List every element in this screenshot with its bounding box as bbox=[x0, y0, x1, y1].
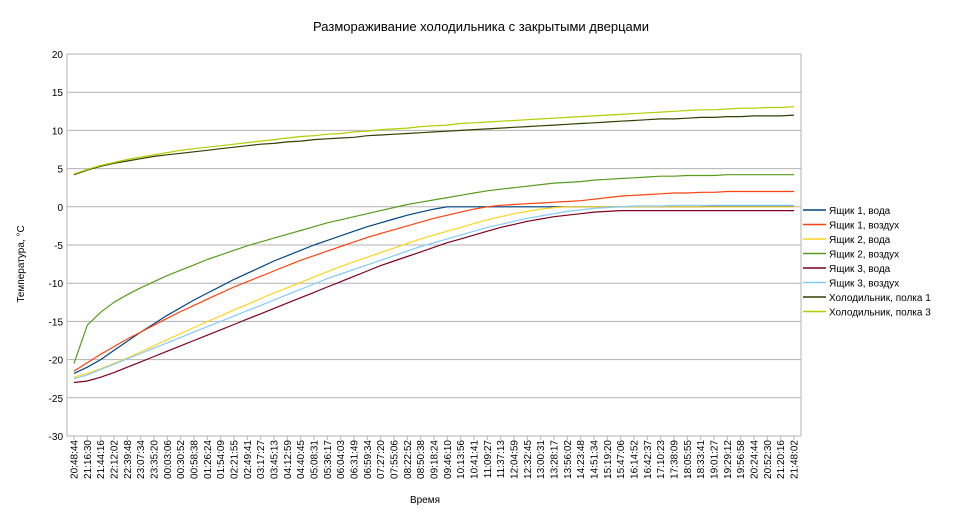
x-axis-ticks: 20:48:44 21:16:30 21:44:16 22:12:02 22:39:48… bbox=[70, 436, 801, 479]
x-axis-title: Время bbox=[410, 495, 440, 506]
chart-title: Размораживание холодильника с закрытыми … bbox=[313, 19, 649, 34]
y-tick-label: -15 bbox=[49, 317, 64, 328]
y-tick-label: 10 bbox=[52, 126, 64, 137]
x-tick-label: 21:20:16 bbox=[776, 440, 787, 479]
x-tick-label: 05:36:17 bbox=[323, 440, 334, 479]
x-tick-label: 23:35:20 bbox=[150, 440, 161, 479]
x-tick-label: 22:39:48 bbox=[123, 440, 134, 479]
x-tick-label: 08:22:52 bbox=[403, 440, 414, 479]
legend-label: Ящик 2, воздух bbox=[829, 250, 899, 261]
grid-lines bbox=[66, 53, 802, 437]
x-tick-label: 20:24:44 bbox=[750, 440, 761, 479]
series-line bbox=[73, 114, 795, 176]
x-tick-label: 15:19:20 bbox=[603, 440, 614, 479]
x-tick-label: 21:44:16 bbox=[96, 440, 107, 479]
x-tick-label: 01:26:24 bbox=[203, 440, 214, 479]
x-tick-label: 00:58:38 bbox=[190, 440, 201, 479]
series-line bbox=[73, 190, 794, 372]
y-tick-label: 20 bbox=[52, 50, 64, 61]
x-tick-label: 00:03:06 bbox=[163, 440, 174, 479]
x-tick-label: 21:16:30 bbox=[83, 440, 94, 479]
x-tick-label: 07:27:20 bbox=[376, 440, 387, 479]
legend-label: Холодильник, полка 3 bbox=[829, 308, 931, 319]
y-tick-label: 15 bbox=[52, 88, 64, 99]
x-tick-label: 02:21:55 bbox=[230, 440, 241, 479]
x-tick-label: 04:40:45 bbox=[296, 440, 307, 479]
x-tick-label: 22:12:02 bbox=[110, 440, 121, 479]
y-tick-label: -10 bbox=[49, 279, 64, 290]
x-tick-label: 01:54:09 bbox=[216, 440, 227, 479]
series-line bbox=[73, 106, 795, 175]
series-lines bbox=[73, 106, 795, 384]
x-tick-label: 14:23:48 bbox=[576, 440, 587, 479]
x-tick-label: 20:52:30 bbox=[763, 440, 774, 479]
x-tick-label: 16:14:52 bbox=[630, 440, 641, 479]
x-tick-label: 13:28:17 bbox=[550, 440, 561, 479]
x-tick-label: 21:48:02 bbox=[790, 440, 801, 479]
x-tick-label: 11:37:13 bbox=[496, 440, 507, 479]
y-tick-label: 5 bbox=[57, 165, 63, 176]
series-line bbox=[73, 210, 794, 384]
legend-label: Ящик 3, вода bbox=[829, 264, 891, 275]
y-tick-label: -5 bbox=[54, 241, 63, 252]
y-tick-label: -25 bbox=[49, 394, 64, 405]
x-tick-label: 19:29:12 bbox=[723, 440, 734, 479]
series-line bbox=[73, 174, 794, 364]
series-line bbox=[73, 206, 794, 378]
y-tick-label: 0 bbox=[57, 203, 63, 214]
x-tick-label: 15:47:06 bbox=[616, 440, 627, 479]
x-tick-label: 11:09:27 bbox=[483, 440, 494, 479]
y-axis-title: Температура, °C bbox=[16, 225, 27, 302]
x-tick-label: 03:45:13 bbox=[270, 440, 281, 479]
x-tick-label: 10:41:41 bbox=[470, 440, 481, 479]
x-tick-label: 06:59:34 bbox=[363, 440, 374, 479]
x-tick-label: 09:46:10 bbox=[443, 440, 454, 479]
x-tick-label: 09:18:24 bbox=[430, 440, 441, 479]
x-tick-label: 02:49:41 bbox=[243, 440, 254, 479]
x-tick-label: 16:42:37 bbox=[643, 440, 654, 479]
x-tick-label: 12:32:45 bbox=[523, 440, 534, 479]
x-tick-label: 23:07:34 bbox=[136, 440, 147, 479]
legend-label: Ящик 2, вода bbox=[829, 235, 891, 246]
x-tick-label: 00:30:52 bbox=[176, 440, 187, 479]
x-tick-label: 12:04:59 bbox=[510, 440, 521, 479]
y-tick-label: -30 bbox=[49, 432, 64, 443]
x-tick-label: 20:48:44 bbox=[70, 440, 81, 479]
legend-label: Ящик 1, воздух bbox=[829, 221, 899, 232]
series-line bbox=[73, 204, 794, 380]
x-tick-label: 19:01:27 bbox=[710, 440, 721, 479]
x-tick-label: 10:13:56 bbox=[456, 440, 467, 479]
x-tick-label: 06:31:49 bbox=[350, 440, 361, 479]
x-tick-label: 17:10:23 bbox=[656, 440, 667, 479]
x-tick-label: 17:38:09 bbox=[670, 440, 681, 479]
x-tick-label: 05:08:31 bbox=[310, 440, 321, 479]
x-tick-label: 13:00:31 bbox=[536, 440, 547, 479]
x-tick-label: 03:17:27 bbox=[256, 440, 267, 479]
x-tick-label: 04:12:59 bbox=[283, 440, 294, 479]
legend-label: Холодильник, полка 1 bbox=[829, 293, 931, 304]
x-tick-label: 06:04:03 bbox=[336, 440, 347, 479]
legend-label: Ящик 3, воздух bbox=[829, 279, 899, 290]
x-tick-label: 13:56:02 bbox=[563, 440, 574, 479]
legend: Ящик 1, вода Ящик 1, воздух Ящик 2, вода Ящ… bbox=[803, 206, 931, 319]
x-tick-label: 18:33:41 bbox=[696, 440, 707, 479]
y-axis-ticks: 20 15 10 5 0 -5 -10 -15 -20 -25 -30 bbox=[49, 50, 64, 443]
x-tick-label: 19:56:58 bbox=[736, 440, 747, 479]
x-tick-label: 14:51:34 bbox=[590, 440, 601, 479]
x-tick-label: 08:50:38 bbox=[416, 440, 427, 479]
x-tick-label: 18:05:55 bbox=[683, 440, 694, 479]
legend-label: Ящик 1, вода bbox=[829, 206, 891, 217]
y-tick-label: -20 bbox=[49, 356, 64, 367]
series-line bbox=[73, 205, 794, 374]
x-tick-label: 07:55:06 bbox=[390, 440, 401, 479]
